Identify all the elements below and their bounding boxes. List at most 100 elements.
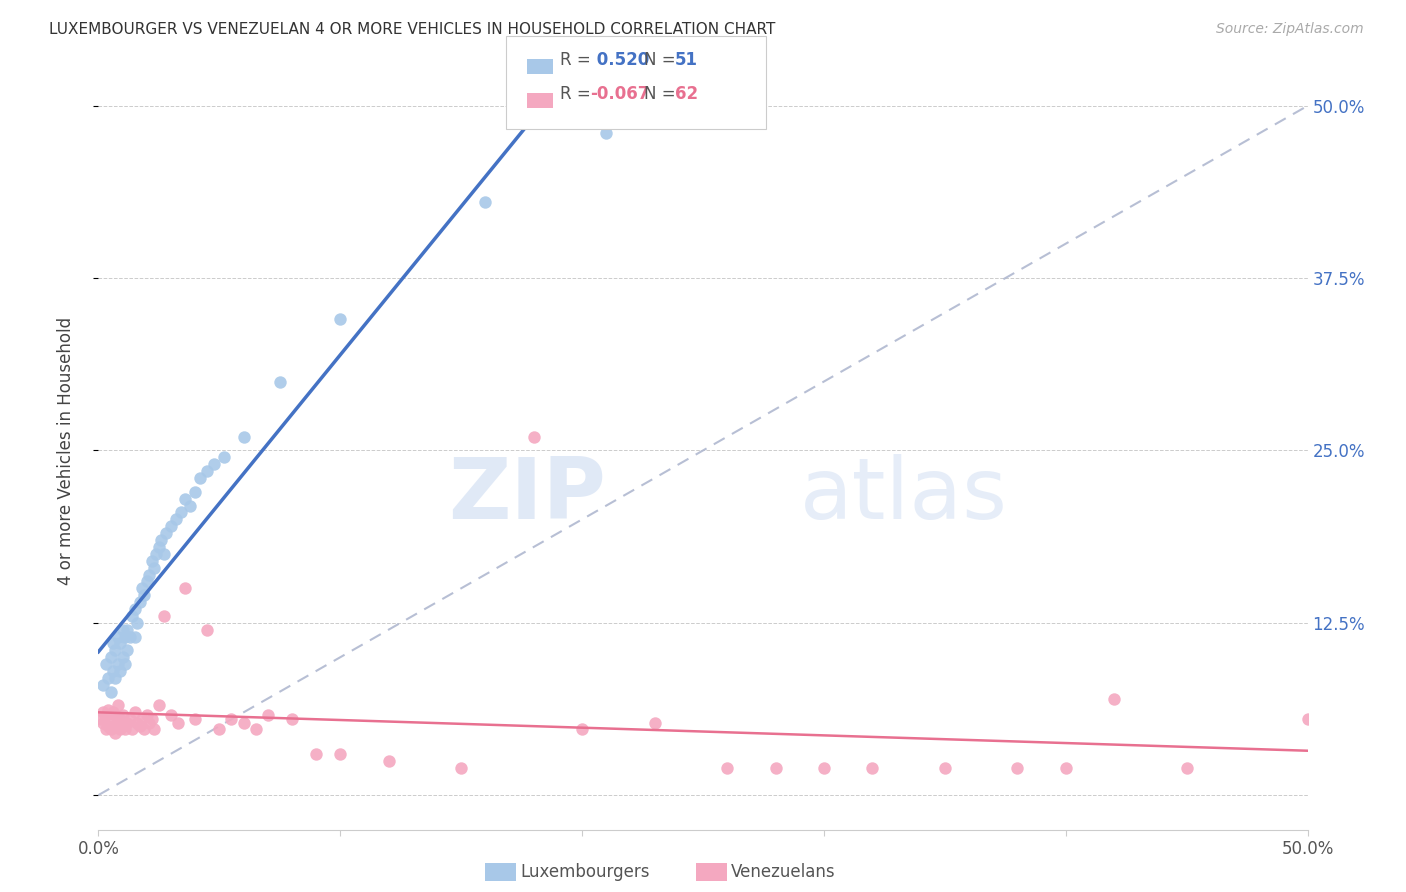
Point [114,657,136,672]
Point [377,754,399,768]
Point [108,636,131,650]
Point [117,716,139,731]
Point [160,708,183,723]
Point [474,195,496,210]
Point [245,722,267,736]
Point [101,706,124,720]
Point [127,716,149,731]
Point [100,712,122,726]
Point [138,716,160,731]
Point [765,760,787,774]
Point [108,722,131,736]
Point [281,712,304,726]
Point [523,430,546,444]
Point [1296,712,1319,726]
Point [104,671,127,685]
Point [152,547,174,561]
Point [107,630,129,644]
Y-axis label: 4 or more Vehicles in Household: 4 or more Vehicles in Household [56,317,75,584]
Point [91,678,114,692]
Point [100,650,122,665]
Point [195,623,218,637]
Text: 62: 62 [675,85,697,103]
Point [124,630,146,644]
Point [143,722,166,736]
Point [305,747,328,761]
Point [1175,760,1198,774]
Point [121,608,143,623]
Point [101,664,124,678]
Point [145,547,167,561]
Text: Luxembourgers: Luxembourgers [520,863,650,881]
Point [179,499,201,513]
Point [1102,691,1125,706]
Point [644,716,666,731]
Point [148,698,170,713]
Text: -0.067: -0.067 [591,85,650,103]
Point [124,706,146,720]
Point [108,664,131,678]
Text: 0.520: 0.520 [591,51,648,69]
Point [128,595,150,609]
Point [94,708,117,723]
Text: 51: 51 [675,51,697,69]
Point [184,484,207,499]
Point [104,726,127,740]
Point [155,526,177,541]
Text: N =: N = [644,85,681,103]
Point [94,657,117,672]
Point [121,722,143,736]
Point [107,657,129,672]
Point [111,708,134,723]
Point [104,643,127,657]
Point [152,608,174,623]
Point [174,582,197,596]
Point [111,650,134,665]
Point [269,375,291,389]
Point [107,698,129,713]
Point [595,127,617,141]
Point [208,722,231,736]
Point [571,722,593,736]
Point [114,630,136,644]
Point [204,457,226,471]
Point [127,615,149,630]
Text: R =: R = [560,51,596,69]
Point [111,623,134,637]
Point [1007,760,1029,774]
Point [141,712,163,726]
Point [101,636,124,650]
Point [138,567,160,582]
Point [221,712,243,726]
Point [813,760,835,774]
Point [141,554,163,568]
Point [232,716,254,731]
Point [934,760,956,774]
Point [91,706,114,720]
Point [174,491,197,506]
Point [124,602,146,616]
Text: N =: N = [644,51,681,69]
Point [184,712,207,726]
Point [104,708,127,723]
Point [329,312,352,326]
Point [135,708,157,723]
Text: atlas: atlas [800,454,1008,538]
Point [860,760,883,774]
Text: ZIP: ZIP [449,454,606,538]
Point [169,506,191,520]
Text: R =: R = [560,85,596,103]
Point [134,722,156,736]
Point [134,588,156,602]
Point [114,722,136,736]
Point [90,712,112,726]
Point [131,582,153,596]
Point [100,684,122,698]
Point [212,450,235,465]
Point [117,643,139,657]
Point [232,430,254,444]
Text: Venezuelans: Venezuelans [731,863,835,881]
Point [1054,760,1077,774]
Text: Source: ZipAtlas.com: Source: ZipAtlas.com [1216,22,1364,37]
Point [97,703,120,717]
